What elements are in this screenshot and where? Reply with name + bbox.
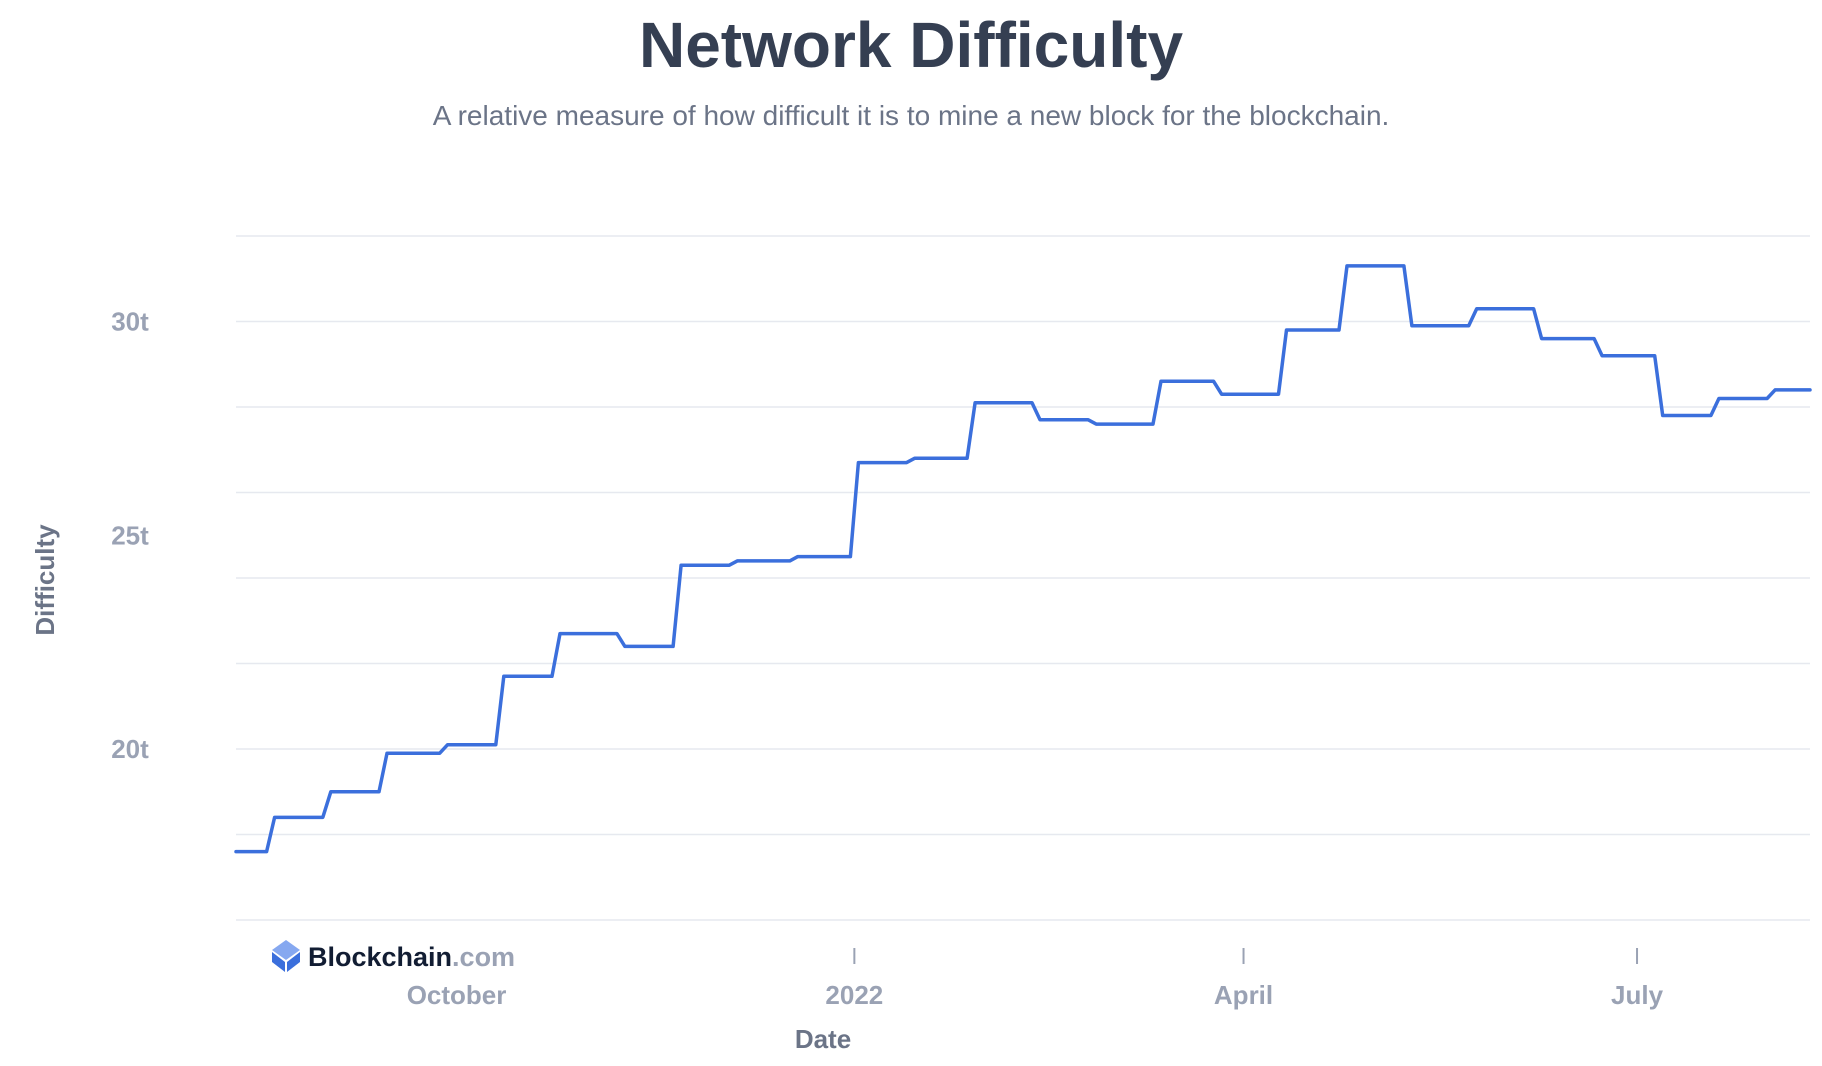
x-tick-label-0: October: [407, 980, 507, 1010]
y-tick-label-0: 20t: [111, 734, 149, 764]
x-tick-label-3: July: [1611, 980, 1664, 1010]
brand-name: Blockchain: [308, 942, 452, 972]
y-axis-title: Difficulty: [30, 524, 60, 636]
brand-domain: .com: [452, 942, 515, 972]
chart-subtitle: A relative measure of how difficult it i…: [432, 100, 1390, 131]
y-tick-label-2: 30t: [111, 307, 149, 337]
y-tick-label-1: 25t: [111, 520, 149, 550]
brand-text: Blockchain.com: [308, 942, 515, 972]
blockchain-logo: Blockchain.com: [272, 940, 515, 972]
x-tick-label-1: 2022: [825, 980, 883, 1010]
chart-title: Network Difficulty: [638, 9, 1184, 81]
x-axis-title: Date: [795, 1024, 851, 1054]
x-tick-label-2: April: [1214, 980, 1273, 1010]
x-axis-ticks: October 2022 April July: [407, 948, 1664, 1010]
difficulty-series-line: [234, 264, 1812, 854]
blockchain-cube-icon: [272, 940, 300, 972]
grid-lines: [236, 235, 1810, 921]
y-axis-ticks: 20t 25t 30t: [111, 307, 149, 765]
